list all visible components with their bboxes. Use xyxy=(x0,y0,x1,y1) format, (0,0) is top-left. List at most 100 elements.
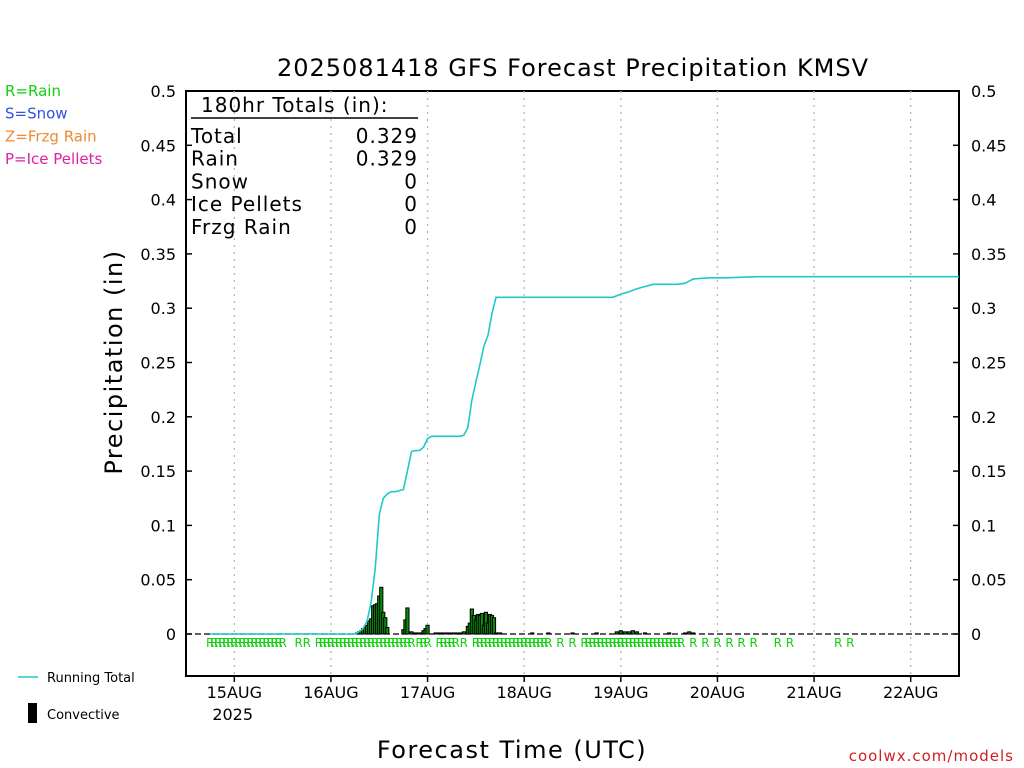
convective-bar xyxy=(546,632,551,635)
precip-type-marker: R xyxy=(391,636,399,650)
precip-type-marker: R xyxy=(512,636,520,650)
convective-bar xyxy=(461,631,466,635)
precip-type-marker: R xyxy=(568,636,576,650)
precip-type-marker: R xyxy=(254,636,262,650)
precip-type-marker: R xyxy=(673,636,681,650)
running-total-line xyxy=(210,275,959,635)
precip-type-marker: R xyxy=(504,636,512,650)
x-year-label: 2025 xyxy=(212,705,253,724)
precip-type-marker: R xyxy=(444,636,452,650)
precip-type-marker: R xyxy=(278,636,286,650)
precip-type-marker: R xyxy=(737,636,745,650)
credit-link[interactable]: coolwx.com/models xyxy=(849,747,1014,765)
y-tick-label-left: 0.05 xyxy=(140,571,176,590)
precip-type-marker: R xyxy=(665,636,673,650)
y-axis: 0 00.05 0.050.1 0.10.15 0.150.2 0.20.25 0.250.… xyxy=(140,82,1006,644)
plot-frame xyxy=(185,90,960,677)
precip-type-marker: R xyxy=(399,636,407,650)
precip-type-marker: R xyxy=(303,636,311,650)
totals-box: 180hr Totals (in): Total 0.329 Rain 0.329 Sn… xyxy=(190,93,418,239)
totals-row-label: Snow xyxy=(191,169,249,193)
x-tick-label: 20AUG xyxy=(690,683,745,702)
running-total-legend-label: Running Total xyxy=(47,671,135,686)
y-tick-label-left: 0.2 xyxy=(151,408,176,427)
precip-type-marker: R xyxy=(258,636,266,650)
precip-type-marker: R xyxy=(508,636,516,650)
x-axis-title: Forecast Time (UTC) xyxy=(377,736,647,764)
precip-type-marker: R xyxy=(246,636,254,650)
convective-bar xyxy=(530,632,535,635)
x-tick-label: 18AUG xyxy=(496,683,551,702)
convective-bar xyxy=(570,632,575,635)
y-tick-label-left: 0 xyxy=(166,625,176,644)
y-tick-label-left: 0.5 xyxy=(151,82,176,101)
precip-type-marker: R xyxy=(488,636,496,650)
precip-type-legend-item: S=Snow xyxy=(5,105,68,123)
y-tick-label-right: 0.15 xyxy=(971,462,1007,481)
precip-type-marker: R xyxy=(484,636,492,650)
x-tick-label: 19AUG xyxy=(593,683,648,702)
precip-type-marker: R xyxy=(689,636,697,650)
precip-type-marker: R xyxy=(725,636,733,650)
convective-bar xyxy=(667,632,672,635)
precip-type-marker: R xyxy=(520,636,528,650)
precip-type-marker: R xyxy=(214,636,222,650)
precip-type-marker: R xyxy=(383,636,391,650)
y-tick-label-right: 0.35 xyxy=(971,245,1007,264)
x-gridlines xyxy=(233,91,912,676)
precip-type-marker: R xyxy=(625,636,633,650)
y-tick-label-right: 0 xyxy=(971,625,981,644)
precip-type-marker: R xyxy=(234,636,242,650)
precip-type-marker: R xyxy=(395,636,403,650)
convective-bar xyxy=(445,632,450,635)
precip-type-marker: R xyxy=(556,636,564,650)
convective-bar xyxy=(630,630,635,635)
y-tick-label-left: 0.1 xyxy=(151,516,176,535)
y-tick-label-right: 0.1 xyxy=(971,516,996,535)
x-tick-label: 15AUG xyxy=(207,683,262,702)
precip-type-marker: R xyxy=(460,636,468,650)
y-tick-label-right: 0.05 xyxy=(971,571,1007,590)
precip-type-marker: R xyxy=(834,636,842,650)
convective-bar xyxy=(437,632,442,635)
totals-row-label: Rain xyxy=(191,147,239,171)
y-tick-label-right: 0.4 xyxy=(971,191,996,210)
convective-bar xyxy=(449,632,454,635)
precip-type-marker: R xyxy=(295,636,303,650)
precip-type-marker: R xyxy=(641,636,649,650)
precip-type-marker: R xyxy=(472,636,480,650)
convective-bar xyxy=(453,632,458,635)
convective-bar xyxy=(491,617,497,635)
convective-bar xyxy=(683,632,688,635)
precip-type-marker: R xyxy=(407,636,415,650)
convective-legend-label: Convective xyxy=(47,708,120,723)
totals-row-value: 0.329 xyxy=(356,124,418,148)
precip-type-marker: R xyxy=(339,636,347,650)
precip-type-marker: R xyxy=(266,636,274,650)
precip-type-marker: R xyxy=(363,636,371,650)
precip-type-marker: R xyxy=(516,636,524,650)
y-tick-label-right: 0.25 xyxy=(971,354,1007,373)
precip-type-marker: R xyxy=(661,636,669,650)
y-tick-label-right: 0.2 xyxy=(971,408,996,427)
precip-type-marker: R xyxy=(335,636,343,650)
precip-type-marker: R xyxy=(226,636,234,650)
x-tick-label: 17AUG xyxy=(400,683,455,702)
precip-type-marker: R xyxy=(657,636,665,650)
precip-type-legend-item: R=Rain xyxy=(5,82,61,100)
precip-type-marker: R xyxy=(601,636,609,650)
y-tick-label-left: 0.4 xyxy=(151,191,176,210)
convective-bar xyxy=(441,632,446,635)
y-tick-label-right: 0.5 xyxy=(971,82,996,101)
precip-type-marker: R xyxy=(222,636,230,650)
precip-type-marker: R xyxy=(403,636,411,650)
precip-type-marker: R xyxy=(544,636,552,650)
precip-type-legend: R=Rain S=Snow Z=Frzg Rain P=Ice Pellets xyxy=(5,82,102,168)
y-axis-title: Precipitation (in) xyxy=(100,249,128,474)
precip-type-marker: R xyxy=(645,636,653,650)
totals-row-value: 0 xyxy=(404,192,418,216)
convective-bar xyxy=(642,632,648,635)
precip-type-marker: R xyxy=(423,636,431,650)
precip-type-marker: R xyxy=(584,636,592,650)
